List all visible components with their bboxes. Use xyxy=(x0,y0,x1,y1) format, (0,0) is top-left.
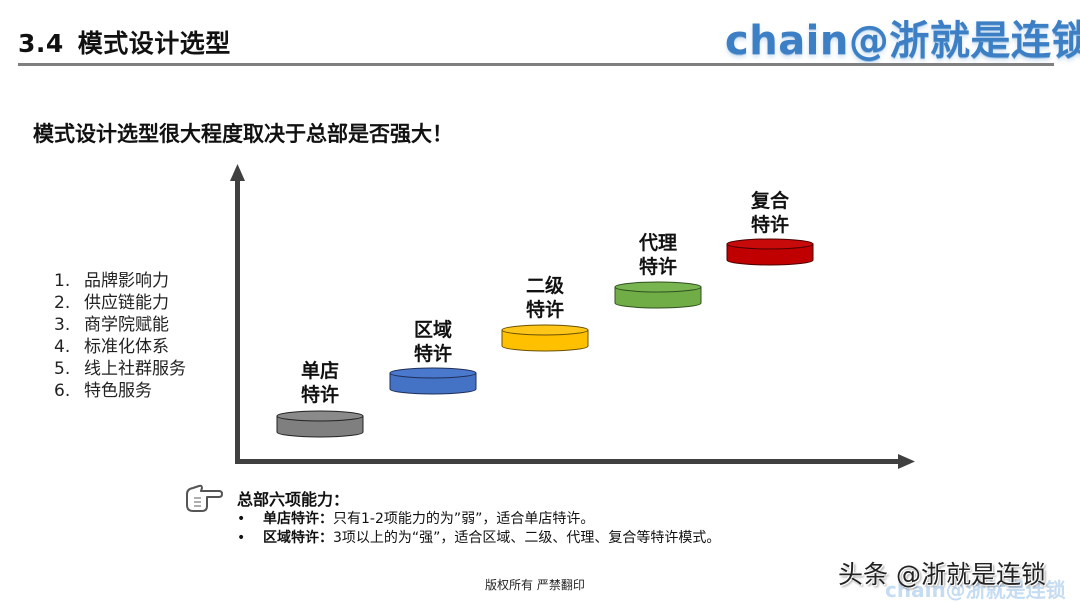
list-label: 线上社群服务 xyxy=(84,359,186,379)
step-label-line: 特许 xyxy=(638,256,677,278)
step-label-line: 特许 xyxy=(300,384,339,406)
step-label-line: 特许 xyxy=(525,299,564,321)
brand-logo-text: chain@浙就是连锁 xyxy=(725,18,1080,64)
list-index: 4. xyxy=(54,337,71,357)
list-label: 商学院赋能 xyxy=(84,315,169,335)
list-label: 标准化体系 xyxy=(84,337,169,357)
list-item: 1. 品牌影响力 xyxy=(54,270,186,292)
note-bullet: • 区域特许：3项以上的为“强”，适合区域、二级、代理、复合等特许模式。 xyxy=(237,527,720,547)
bullet-key: 单店特许 xyxy=(263,511,319,527)
copyright-notice: 版权所有 严禁翻印 xyxy=(485,578,585,592)
bullet-text: 3项以上的为“强”，适合区域、二级、代理、复合等特许模式。 xyxy=(333,530,721,546)
disc-agency xyxy=(614,281,702,309)
arrow-right-icon xyxy=(898,454,915,469)
step-label-line: 特许 xyxy=(413,343,452,365)
list-index: 6. xyxy=(54,381,71,401)
notes-heading: 总部六项能力： xyxy=(237,490,350,509)
step-label-secondary: 二级 特许 xyxy=(520,274,570,322)
bullet-dot: • xyxy=(237,530,246,546)
watermark: 头条 @浙就是连锁 xyxy=(838,560,1046,589)
list-index: 1. xyxy=(54,271,71,291)
arrow-up-icon xyxy=(230,164,245,181)
step-label-line: 复合 xyxy=(750,190,789,212)
bullet-sep: ： xyxy=(319,511,333,527)
list-item: 4. 标准化体系 xyxy=(54,336,186,358)
disc-composite xyxy=(726,238,814,266)
list-label: 特色服务 xyxy=(84,381,152,401)
disc-regional xyxy=(389,367,477,395)
watermark-ghost: chain@浙就是连锁 xyxy=(885,578,1066,602)
step-label-line: 代理 xyxy=(638,232,677,254)
list-item: 2. 供应链能力 xyxy=(54,292,186,314)
step-label-line: 单店 xyxy=(300,360,339,382)
list-index: 5. xyxy=(54,359,71,379)
section-title: 模式设计选型 xyxy=(77,29,231,58)
list-item: 6. 特色服务 xyxy=(54,380,186,402)
list-item: 5. 线上社群服务 xyxy=(54,358,186,380)
step-label-single-store: 单店 特许 xyxy=(295,359,345,407)
x-axis xyxy=(235,454,915,469)
step-label-composite: 复合 特许 xyxy=(745,189,795,237)
list-index: 2. xyxy=(54,293,71,313)
disc-secondary xyxy=(501,324,589,352)
step-label-agency: 代理 特许 xyxy=(633,231,683,279)
bullet-dot: • xyxy=(237,511,246,527)
step-label-line: 区域 xyxy=(413,319,452,341)
note-bullet: • 单店特许：只有1-2项能力的为”弱”，适合单店特许。 xyxy=(237,508,594,528)
y-axis xyxy=(230,164,245,463)
list-label: 供应链能力 xyxy=(84,293,169,313)
bullet-sep: ： xyxy=(319,530,333,546)
step-label-line: 特许 xyxy=(750,214,789,236)
disc-single-store xyxy=(276,410,364,438)
list-label: 品牌影响力 xyxy=(84,271,169,291)
bullet-key: 区域特许 xyxy=(263,530,319,546)
page-title: 3.4 模式设计选型 xyxy=(18,24,231,60)
header-divider xyxy=(18,63,1054,66)
step-label-line: 二级 xyxy=(525,275,564,297)
step-label-regional: 区域 特许 xyxy=(408,318,458,366)
list-item: 3. 商学院赋能 xyxy=(54,314,186,336)
bullet-text: 只有1-2项能力的为”弱”，适合单店特许。 xyxy=(333,511,595,527)
capability-list: 1. 品牌影响力 2. 供应链能力 3. 商学院赋能 4. 标准化体系 5. 线上社群服务… xyxy=(54,270,186,402)
list-index: 3. xyxy=(54,315,71,335)
subtitle: 模式设计选型很大程度取决于总部是否强大！ xyxy=(33,122,453,146)
section-number: 3.4 xyxy=(18,29,64,58)
pointing-hand-icon xyxy=(186,484,223,512)
